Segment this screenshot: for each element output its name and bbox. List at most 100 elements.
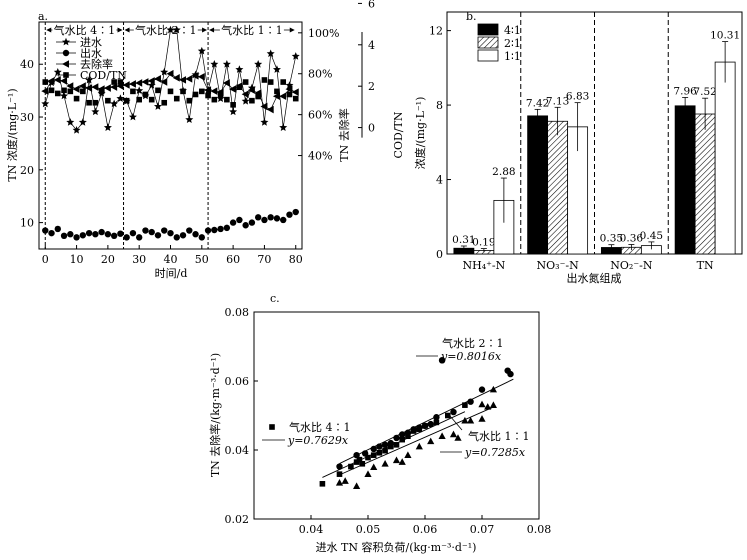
panel-a-point-出水 [161,227,168,234]
panel-b-bars: 0.310.19 2.88 7.427.136.83 0.350.360.45 7.96… [452,30,740,255]
panel-b-value-label: 10.31 [710,30,740,42]
panel-c-point [381,441,389,449]
panel-a-point-COD/TN [274,88,280,95]
panel-a-point-COD/TN [230,102,236,108]
panel-c-point [393,434,400,442]
panel-a-point-去除率 [110,83,118,91]
panel-c-point [381,460,389,467]
panel-c-y-tick-label: 0.08 [225,306,250,319]
panel-a-point-COD/TN [167,88,174,95]
panel-c-annot-label: 气水比 2∶1 [442,336,504,350]
panel-a-point-COD/TN [73,95,80,102]
panel-a-point-进水 [128,112,137,121]
panel-a-point-COD/TN [105,97,111,104]
panel-c-point [421,422,429,430]
panel-a-point-进水 [266,49,275,58]
panel-a-point-出水 [192,231,199,238]
panel-b-value-label: 0.31 [452,234,475,246]
panel-c-point [410,426,417,433]
panel-a-y-tick-label: 10 [20,217,34,230]
panel-b-value-label: 7.52 [693,86,716,98]
panel-c-annot-fit: y=0.7629x [287,434,349,447]
panel-a-point-出水 [98,228,105,236]
panel-a-point-出水 [217,225,224,233]
panel-c-point [370,463,378,471]
panel-c-point [427,437,435,445]
panel-c-points [319,357,514,490]
panel-b-y-tick-label: 12 [429,25,443,38]
panel-c-fit-lines [322,378,514,478]
panel-a-legend-label: COD/TN [80,69,127,82]
panel-c-xlabel: 进水 TN 容积负荷/(kg·m⁻³·d⁻¹) [316,540,477,554]
panel-a-point-进水 [78,118,87,126]
panel-c-y-tick-label: 0.02 [225,513,250,526]
panel-b-value-label: 0.19 [472,237,495,249]
panel-c-point [336,463,343,470]
panel-a-legend-marker [62,60,69,68]
panel-a-point-COD/TN [249,97,255,104]
panel-a-point-进水 [153,102,162,110]
panel-a-point-去除率 [222,79,230,87]
panel-a-point-进水 [260,118,269,126]
panel-c-point [376,443,383,450]
panel-a-point-去除率 [103,84,111,92]
panel-a-point-出水 [179,232,187,239]
panel-a-point-出水 [42,227,49,234]
panel-a-x-tick-label: 70 [257,253,271,266]
panel-a-point-COD/TN [261,77,268,83]
panel-a-point-去除率 [72,85,80,93]
panel-a-point-进水 [279,123,288,131]
panel-a-phase-label-bg [133,23,198,37]
panel-a-point-进水 [66,118,75,126]
panel-a-point-COD/TN [255,93,261,100]
panel-a-point-出水 [254,214,262,221]
panel-b-value-label: 0.35 [600,233,623,245]
panel-a-x-tick-label: 80 [289,253,303,266]
panel-a-point-出水 [117,230,124,237]
panel-a-legend-label: 进水 [80,36,102,49]
panel-a-point-去除率 [135,79,143,87]
panel-c-ylabel: TN 去除率/(kg·m⁻³·d⁻¹) [208,353,222,477]
panel-a-point-COD/TN [180,88,186,95]
panel-a-y-tick-label: 20 [20,164,34,177]
panel-a-point-去除率 [185,75,193,83]
panel-c-point [415,442,423,450]
panel-a-codtn-tick-label: 4 [368,39,375,52]
panel-a-legend-label: 去除率 [80,57,113,71]
panel-a-point-去除率 [172,74,180,82]
panel-c-x-tick-label: 0.06 [413,523,438,536]
panel-c-point [361,450,369,457]
panel-c-point [393,442,400,448]
panel-a-point-进水 [235,65,244,73]
panel-a-series [41,25,300,241]
panel-a-legend-marker [62,49,70,57]
panel-a-legend-marker [62,37,70,46]
panel-a-point-出水 [211,226,218,234]
panel-a-point-COD/TN [155,87,161,94]
panel-a-point-出水 [204,227,212,234]
panel-c-point [489,385,497,393]
panel-a-point-去除率 [291,88,299,96]
panel-a-point-去除率 [85,84,93,92]
panel-c-point [416,424,423,431]
panel-a-phase-label: 气水比 1∶1 [221,23,283,37]
panel-c-frame [253,311,540,520]
panel-a-phase-label: 气水比 4∶1 [54,23,116,37]
panel-c-point [387,439,394,447]
panel-a-point-出水 [198,234,206,241]
panel-a-point-去除率 [53,76,61,84]
panel-b-category-label: NO₃⁻-N [537,259,580,272]
panel-b-bar-1∶1 [714,61,736,255]
panel-a-point-去除率 [166,69,174,78]
panel-a-point-进水 [210,60,219,68]
panel-a-phase-arrow [46,27,52,33]
panel-c-point [359,461,366,467]
panel-b-legend-label: 4∶1 [504,24,521,37]
panel-a-point-进水 [185,115,194,124]
panel-a-point-COD/TN [130,88,136,95]
panel-c-label: c. [270,292,280,305]
panel-a-point-COD/TN [205,92,211,99]
panel-a-point-去除率 [266,105,274,114]
panel-a-point-COD/TN [186,97,193,104]
